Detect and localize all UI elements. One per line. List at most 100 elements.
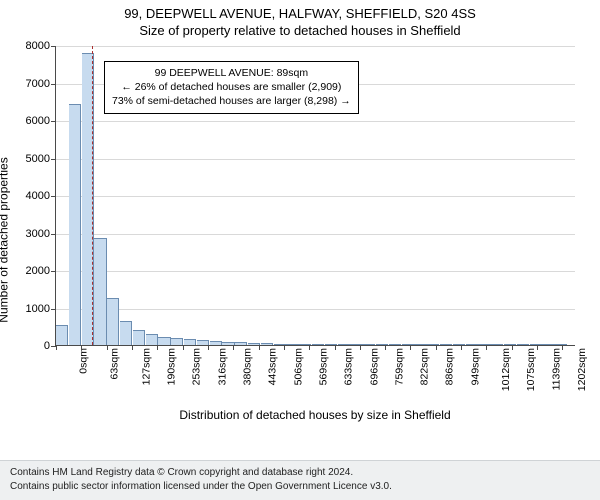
- xtick-mark: [183, 345, 184, 350]
- xtick-label: 443sqm: [267, 348, 279, 385]
- histogram-bar: [299, 344, 311, 345]
- xtick-mark: [56, 345, 57, 350]
- xtick-label: 822sqm: [419, 348, 431, 385]
- histogram-bar: [414, 344, 426, 345]
- xtick-mark: [259, 345, 260, 350]
- histogram-bar: [171, 338, 183, 345]
- xtick-label: 253sqm: [191, 348, 203, 385]
- ytick-label: 7000: [26, 78, 50, 90]
- xtick-label: 0sqm: [78, 348, 90, 374]
- xtick-mark: [157, 345, 158, 350]
- ytick-label: 5000: [26, 153, 50, 165]
- xtick-label: 759sqm: [393, 348, 405, 385]
- xtick-label: 316sqm: [216, 348, 228, 385]
- histogram-bar: [542, 344, 554, 345]
- xtick-mark: [436, 345, 437, 350]
- plot-area: 99 DEEPWELL AVENUE: 89sqm ← 26% of detac…: [55, 46, 575, 346]
- xtick-mark: [512, 345, 513, 350]
- histogram-bar: [133, 330, 145, 345]
- histogram-bar: [235, 342, 247, 345]
- xtick-mark: [233, 345, 234, 350]
- xtick-label: 886sqm: [444, 348, 456, 385]
- histogram-bar: [427, 344, 439, 345]
- xtick-label: 63sqm: [109, 348, 121, 380]
- histogram-bar: [274, 344, 286, 345]
- xtick-label: 380sqm: [241, 348, 253, 385]
- xtick-label: 1139sqm: [550, 348, 562, 390]
- histogram-bar: [94, 238, 106, 345]
- xtick-mark: [284, 345, 285, 350]
- xtick-label: 1012sqm: [500, 348, 512, 391]
- ytick-label: 4000: [26, 190, 50, 202]
- histogram-bar: [248, 343, 260, 345]
- xtick-label: 190sqm: [165, 348, 177, 385]
- histogram-bar: [312, 344, 324, 345]
- histogram-bar: [504, 344, 516, 345]
- xtick-mark: [132, 345, 133, 350]
- histogram-bar: [158, 337, 170, 345]
- histogram-bar: [517, 344, 529, 345]
- histogram-bar: [325, 344, 337, 345]
- histogram-bar: [363, 344, 375, 345]
- histogram-bar: [530, 344, 542, 345]
- histogram-bar: [286, 344, 298, 345]
- x-axis-label: Distribution of detached houses by size …: [55, 408, 575, 422]
- histogram-bar: [440, 344, 452, 345]
- xtick-label: 506sqm: [292, 348, 304, 385]
- xtick-label: 949sqm: [469, 348, 481, 385]
- page-title: 99, DEEPWELL AVENUE, HALFWAY, SHEFFIELD,…: [0, 6, 600, 21]
- xtick-mark: [360, 345, 361, 350]
- histogram-bar: [402, 344, 414, 345]
- ytick-label: 6000: [26, 115, 50, 127]
- histogram-bar: [69, 104, 81, 345]
- annotation-line-1: 99 DEEPWELL AVENUE: 89sqm: [112, 66, 351, 80]
- y-axis-label: Number of detached properties: [0, 157, 10, 322]
- histogram-bar: [210, 341, 222, 345]
- ytick-label: 1000: [26, 303, 50, 315]
- histogram-bar: [466, 344, 478, 345]
- histogram-bar: [222, 342, 234, 345]
- histogram-bar: [56, 325, 68, 345]
- xtick-mark: [486, 345, 487, 350]
- xtick-label: 696sqm: [368, 348, 380, 385]
- xtick-mark: [81, 345, 82, 350]
- xtick-mark: [309, 345, 310, 350]
- footer: Contains HM Land Registry data © Crown c…: [0, 460, 600, 500]
- histogram-bar: [146, 334, 158, 345]
- annotation-line-2: ← 26% of detached houses are smaller (2,…: [112, 80, 351, 94]
- histogram-chart: Number of detached properties 99 DEEPWEL…: [0, 40, 600, 440]
- ytick-label: 8000: [26, 40, 50, 52]
- histogram-bar: [338, 344, 350, 345]
- xtick-mark: [461, 345, 462, 350]
- histogram-bar: [376, 344, 388, 345]
- ytick-label: 3000: [26, 228, 50, 240]
- ytick-label: 0: [44, 340, 50, 352]
- histogram-bar: [453, 344, 465, 345]
- histogram-bar: [491, 344, 503, 345]
- ytick-label: 2000: [26, 265, 50, 277]
- xtick-label: 127sqm: [140, 348, 152, 385]
- footer-line-1: Contains HM Land Registry data © Crown c…: [10, 466, 590, 480]
- histogram-bar: [184, 339, 196, 345]
- xtick-label: 633sqm: [343, 348, 355, 385]
- histogram-bar: [120, 321, 132, 345]
- property-annotation: 99 DEEPWELL AVENUE: 89sqm ← 26% of detac…: [104, 61, 359, 114]
- xtick-mark: [335, 345, 336, 350]
- histogram-bar: [197, 340, 209, 345]
- xtick-mark: [562, 345, 563, 350]
- xtick-mark: [385, 345, 386, 350]
- xtick-label: 1075sqm: [526, 348, 538, 391]
- footer-line-2: Contains public sector information licen…: [10, 480, 590, 494]
- xtick-mark: [107, 345, 108, 350]
- histogram-bar: [261, 343, 273, 345]
- xtick-mark: [410, 345, 411, 350]
- page-subtitle: Size of property relative to detached ho…: [0, 23, 600, 38]
- histogram-bar: [555, 344, 567, 345]
- histogram-bar: [107, 298, 119, 345]
- xtick-mark: [208, 345, 209, 350]
- property-marker-line: [92, 46, 93, 345]
- histogram-bar: [478, 344, 490, 345]
- title-block: 99, DEEPWELL AVENUE, HALFWAY, SHEFFIELD,…: [0, 0, 600, 38]
- xtick-label: 1202sqm: [576, 348, 588, 391]
- histogram-bar: [389, 344, 401, 345]
